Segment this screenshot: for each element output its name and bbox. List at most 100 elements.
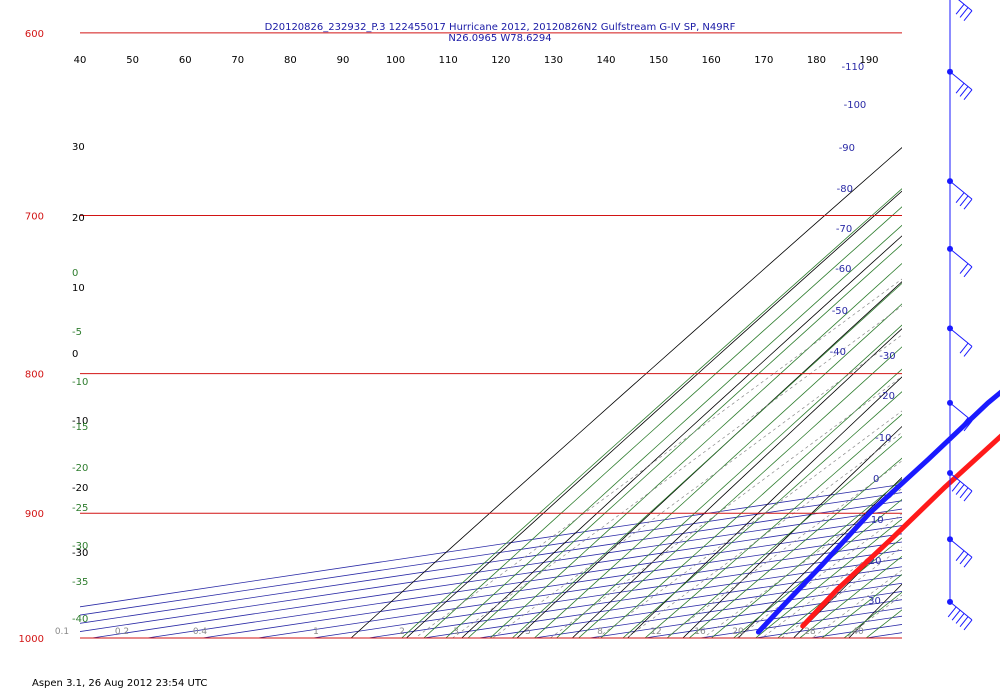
wind-barb-feather bbox=[963, 490, 973, 502]
moist-left-label: -30 bbox=[72, 541, 88, 552]
moist-adiabat-line bbox=[512, 282, 902, 638]
moist-adiabat-line bbox=[401, 188, 902, 638]
wind-barb-feather bbox=[959, 263, 969, 274]
isotherm-label: -50 bbox=[832, 306, 848, 317]
mixing-ratio-line bbox=[597, 410, 902, 638]
isotherm-line bbox=[977, 69, 1000, 638]
mixing-ratio-label: 3 bbox=[453, 627, 459, 637]
title-line-2: N26.0965 W78.6294 bbox=[448, 33, 552, 44]
wind-barb-shaft bbox=[958, 0, 973, 12]
mixing-ratio-label: 12 bbox=[650, 627, 661, 637]
moist-adiabat-line bbox=[467, 243, 902, 638]
mixing-ratio-line bbox=[845, 594, 902, 638]
mixing-ratio-label: 20 bbox=[732, 627, 744, 637]
dry-adiabat-line bbox=[350, 147, 902, 638]
isotherm-label: -90 bbox=[839, 143, 855, 154]
dry-adiabat-line bbox=[572, 328, 902, 638]
wind-barb-feather bbox=[963, 10, 973, 22]
isotherm-line bbox=[147, 525, 902, 638]
moist-adiabat-line bbox=[688, 457, 902, 638]
mixing-ratio-line bbox=[492, 334, 902, 638]
mixing-ratio-line bbox=[550, 376, 902, 638]
wind-barb-feather bbox=[959, 195, 969, 207]
isotherm-line bbox=[479, 574, 902, 638]
isotherm-label: 10 bbox=[871, 515, 884, 526]
moist-left-label: -25 bbox=[72, 503, 88, 514]
dry-adiabat-line bbox=[848, 583, 902, 638]
isotherm-line bbox=[368, 558, 902, 638]
top-axis-tick-label: 150 bbox=[649, 55, 668, 66]
top-axis-tick-label: 90 bbox=[337, 55, 350, 66]
top-axis-tick-label: 140 bbox=[596, 55, 615, 66]
isotherm-line bbox=[644, 599, 902, 638]
top-axis-tick-label: 190 bbox=[859, 55, 878, 66]
moist-adiabat-line bbox=[843, 591, 902, 638]
moist-left-label: 0 bbox=[72, 268, 78, 279]
wind-barb-feather bbox=[963, 346, 973, 357]
moist-adiabat-line bbox=[445, 224, 902, 638]
wind-barb-shaft bbox=[949, 248, 973, 268]
top-axis-tick-label: 40 bbox=[74, 55, 87, 66]
moist-adiabat-line bbox=[644, 413, 902, 638]
top-axis-tick-label: 70 bbox=[231, 55, 244, 66]
dry-adiabat-label: 10 bbox=[72, 283, 85, 294]
wind-barb-feather bbox=[959, 553, 969, 565]
footer-credit: Aspen 3.1, 26 Aug 2012 23:54 UTC bbox=[32, 678, 208, 689]
isotherm-line bbox=[80, 500, 902, 624]
title-line-1: D20120826_232932_P.3 122455017 Hurricane… bbox=[264, 22, 736, 33]
top-axis-tick-label: 100 bbox=[386, 55, 405, 66]
wind-barb-shaft bbox=[949, 402, 973, 422]
pressure-tick-label: 600 bbox=[25, 29, 44, 40]
wind-barb-feather bbox=[955, 550, 965, 562]
moist-adiabat-line bbox=[489, 262, 902, 638]
wind-barb-feather bbox=[959, 487, 969, 499]
moist-adiabat-line bbox=[600, 368, 902, 638]
isotherm-label: -10 bbox=[875, 433, 891, 444]
isotherm-label: 20 bbox=[869, 556, 882, 567]
mixing-ratio-label: 0.4 bbox=[193, 627, 208, 637]
isotherm-line bbox=[423, 566, 902, 638]
top-axis-tick-label: 80 bbox=[284, 55, 297, 66]
isotherm-label: -70 bbox=[836, 224, 852, 235]
mixing-ratio-line bbox=[414, 278, 902, 638]
mixing-ratio-line bbox=[452, 305, 902, 638]
dry-adiabat-line bbox=[904, 0, 1000, 638]
wind-barb-feather bbox=[963, 198, 973, 210]
moist-adiabat-line bbox=[578, 346, 902, 638]
dry-adiabat-line bbox=[682, 425, 902, 638]
dry-adiabat-label: -20 bbox=[72, 483, 88, 494]
moist-left-label: -15 bbox=[72, 422, 88, 433]
isotherm-line bbox=[313, 549, 902, 638]
isotherm-line bbox=[80, 508, 902, 632]
dry-adiabat-label: -10 bbox=[72, 416, 88, 427]
wind-barb-feather bbox=[955, 613, 965, 624]
moist-adiabat-line bbox=[622, 391, 902, 638]
wind-barb-feather bbox=[951, 480, 961, 492]
pressure-tick-label: 700 bbox=[25, 211, 44, 222]
moist-left-label: -40 bbox=[72, 614, 88, 625]
wind-barb-feather bbox=[955, 82, 965, 94]
wind-barb-feather bbox=[963, 420, 973, 432]
pressure-tick-label: 900 bbox=[25, 509, 44, 520]
wind-barb-feather bbox=[959, 342, 969, 354]
top-axis-tick-label: 60 bbox=[179, 55, 192, 66]
moist-adiabat-line bbox=[556, 324, 902, 638]
isotherm-label: -100 bbox=[844, 100, 867, 111]
top-axis-tick-label: 180 bbox=[807, 55, 826, 66]
wind-barb-shaft bbox=[949, 328, 973, 347]
isotherm-line bbox=[80, 483, 902, 608]
chart-title: D20120826_232932_P.3 122455017 Hurricane… bbox=[220, 22, 780, 44]
pressure-tick-label: 800 bbox=[25, 370, 44, 381]
isotherm-line bbox=[80, 492, 902, 616]
dry-adiabat-line bbox=[959, 0, 1000, 638]
moist-left-label: -10 bbox=[72, 377, 88, 388]
wind-barb-feather bbox=[955, 3, 965, 15]
mixing-ratio-label: 0.2 bbox=[115, 627, 129, 637]
dry-adiabat-label: 30 bbox=[72, 142, 85, 153]
dry-adiabat-line bbox=[627, 376, 902, 638]
isotherm-line bbox=[700, 607, 902, 638]
dry-adiabat-label: 20 bbox=[72, 213, 85, 224]
mixing-ratio-label: 16 bbox=[694, 627, 706, 637]
mixing-ratio-label: 40 bbox=[852, 627, 864, 637]
